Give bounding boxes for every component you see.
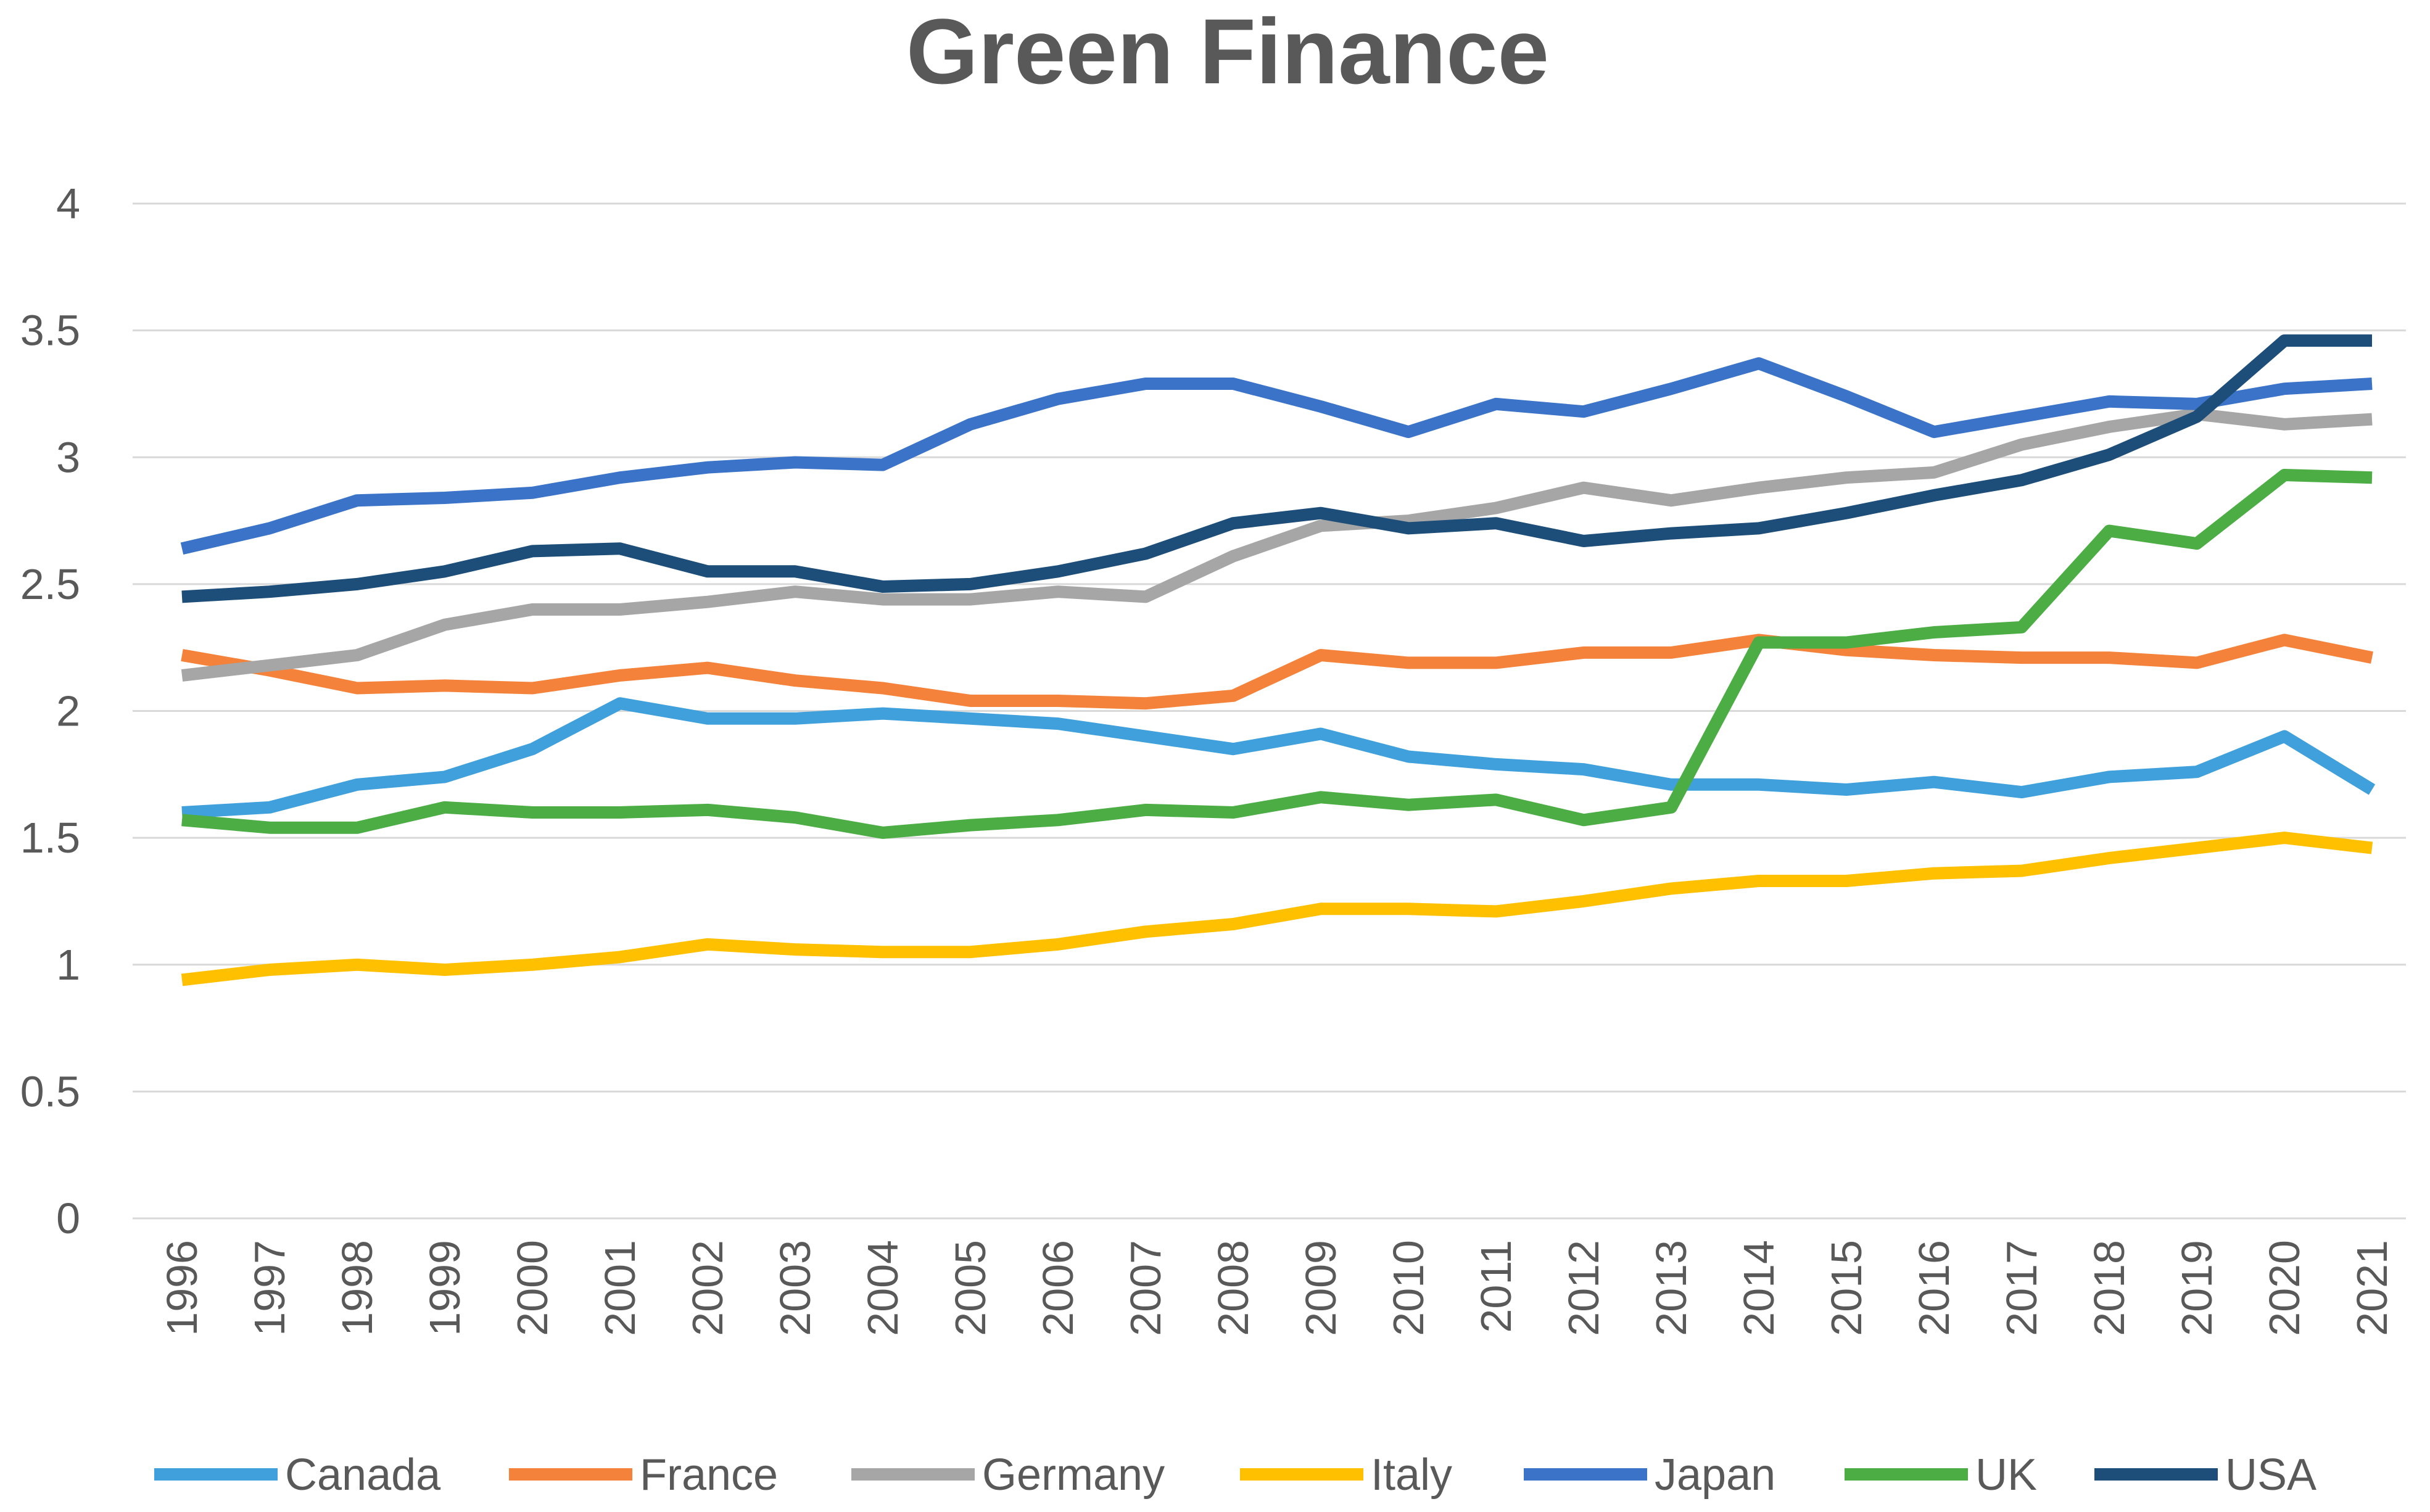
x-tick-label: 2007 <box>1122 1240 1170 1336</box>
x-tick-label: 2005 <box>946 1240 994 1336</box>
y-tick-label: 1 <box>56 941 80 989</box>
legend-label-germany: Germany <box>982 1450 1165 1500</box>
x-tick-label: 2017 <box>1998 1240 2046 1336</box>
x-tick-label: 1996 <box>158 1240 206 1336</box>
series-line-germany <box>181 408 2373 682</box>
x-tick-label: 2013 <box>1647 1240 1695 1336</box>
x-tick-label: 2021 <box>2348 1240 2396 1336</box>
legend-label-japan: Japan <box>1655 1450 1775 1500</box>
series-line-uk <box>181 469 2373 839</box>
y-tick-label: 0.5 <box>20 1067 80 1115</box>
chart-title: Green Finance <box>906 0 1549 103</box>
series-line-usa <box>181 334 2372 603</box>
y-axis-ticks: 0 0.5 1 1.5 2 2.5 3 3.5 4 <box>20 180 80 1242</box>
x-tick-label: 2020 <box>2260 1240 2308 1336</box>
series-line-japan <box>180 357 2373 555</box>
x-tick-label: 1998 <box>333 1240 381 1336</box>
y-tick-label: 2 <box>56 687 80 735</box>
y-tick-label: 1.5 <box>20 814 80 862</box>
x-tick-label: 2000 <box>508 1240 556 1336</box>
series-line-canada <box>181 697 2376 819</box>
series-line-france <box>181 634 2373 710</box>
x-tick-label: 2011 <box>1472 1240 1520 1333</box>
legend-label-italy: Italy <box>1371 1450 1452 1500</box>
x-tick-label: 2002 <box>684 1240 732 1336</box>
legend-label-canada: Canada <box>285 1450 441 1500</box>
x-tick-label: 2001 <box>596 1240 644 1336</box>
x-tick-label: 1999 <box>421 1240 469 1336</box>
series-lines <box>180 334 2376 986</box>
x-tick-label: 2010 <box>1384 1240 1432 1336</box>
gridlines <box>133 202 2406 1220</box>
series-line-italy <box>181 832 2373 986</box>
legend: Canada France Germany Italy Japan UK USA <box>154 1450 2316 1500</box>
legend-label-france: France <box>640 1450 778 1500</box>
legend-label-usa: USA <box>2225 1450 2316 1500</box>
x-tick-label: 2018 <box>2085 1240 2133 1336</box>
x-tick-label: 2015 <box>1822 1240 1870 1336</box>
x-axis-ticks: 1996 1997 1998 1999 2000 2001 2002 2003 2004 2005… <box>158 1240 2396 1336</box>
x-tick-label: 2004 <box>859 1240 907 1336</box>
x-tick-label: 2019 <box>2173 1240 2221 1336</box>
legend-label-uk: UK <box>1975 1450 2037 1500</box>
x-tick-label: 2014 <box>1735 1240 1783 1336</box>
y-tick-label: 3 <box>56 433 80 481</box>
x-tick-label: 1997 <box>246 1240 294 1336</box>
x-tick-label: 2009 <box>1297 1240 1345 1336</box>
x-tick-label: 2012 <box>1560 1240 1608 1336</box>
y-tick-label: 0 <box>56 1194 80 1242</box>
y-tick-label: 2.5 <box>20 560 80 608</box>
y-tick-label: 3.5 <box>20 307 80 355</box>
x-tick-label: 2003 <box>771 1240 819 1336</box>
x-tick-label: 2008 <box>1209 1240 1257 1336</box>
x-tick-label: 2006 <box>1034 1240 1082 1336</box>
x-tick-label: 2016 <box>1910 1240 1958 1336</box>
y-tick-label: 4 <box>56 180 80 228</box>
